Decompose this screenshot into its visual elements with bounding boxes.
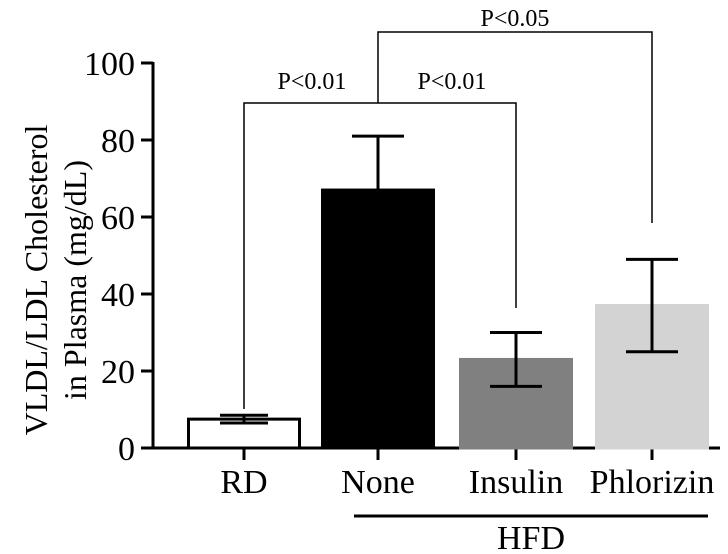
y-tick-label: 60 [101, 200, 135, 237]
y-axis-label: VLDL/LDL Cholesterol in Plasma (mg/dL) [18, 125, 93, 436]
y-tick-label: 40 [101, 277, 135, 314]
x-tick-label-none: None [341, 464, 415, 501]
y-axis-label-line2: in Plasma (mg/dL) [57, 160, 93, 400]
significance-bracket [243, 102, 378, 409]
bars [187, 188, 709, 450]
significance-label: P<0.01 [278, 69, 347, 95]
group-bracket: HFD [354, 514, 708, 554]
significance-bracket [377, 31, 653, 223]
y-tick-label: 20 [101, 354, 135, 391]
y-tick-label: 100 [84, 46, 135, 83]
x-axis-labels: RD None Insulin Phlorizin [220, 464, 714, 501]
bar-none [321, 188, 435, 450]
y-tick-label: 80 [101, 123, 135, 160]
bar-insulin [459, 357, 573, 450]
significance-label: P<0.01 [418, 69, 487, 95]
y-tick-label: 0 [118, 431, 135, 468]
significance-label: P<0.05 [481, 6, 550, 32]
group-label-hfd: HFD [497, 520, 565, 554]
significance-brackets: P<0.01 P<0.01 P<0.05 [243, 6, 653, 409]
significance-bracket [378, 102, 517, 308]
x-tick-label-insulin: Insulin [469, 464, 563, 501]
x-tick-label-phlorizin: Phlorizin [590, 464, 715, 501]
x-tick-label-rd: RD [220, 464, 267, 501]
y-axis-label-line1: VLDL/LDL Cholesterol [18, 125, 54, 436]
error-bars [220, 134, 678, 425]
